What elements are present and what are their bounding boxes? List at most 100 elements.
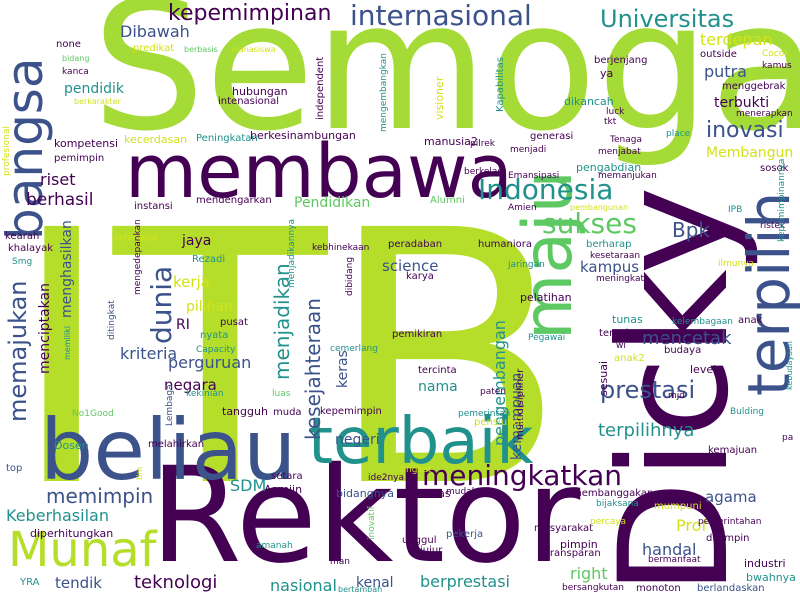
word-menerapkan: menerapkan <box>736 109 793 119</box>
word-industri: industri <box>744 557 786 570</box>
word-luas: luas <box>272 389 291 399</box>
word-jaya: jaya <box>182 233 212 249</box>
word-prof: Prof <box>676 516 708 535</box>
word-dibidang: dibidang <box>345 256 355 296</box>
word-bijaksana: bijaksana <box>596 499 639 509</box>
word-anak: anak <box>738 315 763 326</box>
word-transparan: transparan <box>546 548 601 559</box>
word-yra: YRA <box>20 577 40 588</box>
word-luck: luck <box>606 107 625 117</box>
word-dibawah: Dibawah <box>120 22 190 41</box>
word-pelatihan: pelatihan <box>520 291 572 304</box>
word-generasi: generasi <box>530 131 574 142</box>
word-perguruan: perguruan <box>168 353 252 372</box>
word-berkarakter: berkarakter <box>74 97 121 106</box>
word-profesional: profesional <box>2 126 12 176</box>
word-agama: agama <box>705 488 757 506</box>
word-kapabilitas: Kapabilitas <box>495 57 506 112</box>
word-mendengarkan: mendengarkan <box>196 195 272 206</box>
word-riset: riset <box>40 170 76 189</box>
word-bermanfaat: bermanfaat <box>648 555 701 565</box>
word-masyarakat: masyarakat <box>534 523 594 534</box>
word-beliau: beliau <box>40 401 297 499</box>
word-kepemimpinannya: kepemimpinannya <box>777 158 787 242</box>
word-itb: ITB <box>10 156 568 564</box>
word-universitas: Universitas <box>600 5 735 33</box>
word-memajukan: memajukan <box>4 280 32 422</box>
word-anak2: anak2 <box>614 353 645 364</box>
word-mumpuni: mumpuni <box>654 501 702 512</box>
word-pemerintah: pemerintah <box>458 409 511 419</box>
word-kampus: kampus <box>580 258 640 276</box>
word-pemikiran: pemikiran <box>392 329 443 340</box>
word-memimpin: memimpin <box>46 484 154 508</box>
word-capacity: Capacity <box>196 345 236 355</box>
word-level: level <box>690 363 717 376</box>
word-tercinta: tercinta <box>418 365 457 376</box>
word-humaniora: humaniora <box>478 239 533 250</box>
word-tingkat: tingkat <box>400 465 432 475</box>
word-tunas: tunas <box>612 313 643 326</box>
word-nama: nama <box>418 379 458 395</box>
word-menjadi: menjadi <box>510 145 547 155</box>
word-nyata: nyata <box>200 330 229 341</box>
word-terpaku: terpaku <box>599 328 638 339</box>
word-kamus: kamus <box>762 61 792 71</box>
word-berkelas: berkelas <box>464 167 503 177</box>
word-pendidikan: Pendidikan <box>294 195 371 211</box>
word-terdepan: terdepan <box>700 30 773 49</box>
word-kompetensi: kompetensi <box>54 137 119 150</box>
word-pusat: pusat <box>220 317 248 328</box>
word-bwahnya: bwahnya <box>746 571 796 584</box>
word-smg: Smg <box>12 257 33 267</box>
word-alumni: Alumni <box>430 195 465 206</box>
word-lembaga: Lembaga <box>165 384 175 426</box>
word-amanah: amanah <box>256 541 293 551</box>
word-memanjukan: memanjukan <box>598 171 657 181</box>
word-aamiin: Aamiin <box>264 483 303 496</box>
word-ristek: ristek <box>760 221 786 231</box>
word-pensiunan: pensiunan <box>474 417 526 428</box>
word-berprestasi: berprestasi <box>420 572 510 591</box>
word-terbaik: terbaik <box>308 405 534 479</box>
word-unggul: unggul <box>402 535 437 546</box>
word-mengembangkan: mengembangkan <box>379 53 389 132</box>
word-memiliki: memiliki <box>63 325 72 360</box>
word-intenasional: intenasional <box>218 96 280 107</box>
word-muda: muda <box>273 407 302 418</box>
word-internasional: internasional <box>350 0 532 32</box>
word-cemerlang: cemerlang <box>330 344 378 354</box>
word-kearah: kearah <box>5 231 40 242</box>
word-pekerja: pekerja <box>446 529 484 540</box>
word-no1good: No1Good <box>72 409 114 419</box>
word-berlandaskan: berlandaskan <box>697 583 765 594</box>
word-paten: paten <box>480 387 506 397</box>
word-putra: putra <box>704 62 747 81</box>
word-pa: pa <box>782 433 794 443</box>
word-peningkatan: Peningkatan <box>196 133 258 144</box>
word-inovasi: inovasi <box>706 118 784 143</box>
word-berharap: berharap <box>586 239 632 250</box>
word-top: top <box>6 463 23 474</box>
word-tenaga: Tenaga <box>610 135 642 145</box>
word-rezadi: Rezadi <box>192 254 226 265</box>
word-pembangunan: pembangunan <box>570 203 629 212</box>
word-right: right <box>570 564 608 583</box>
word-kepemimpin: kepemimpin <box>320 406 382 417</box>
word-tendik: tendik <box>55 574 102 592</box>
word-berjenjang: berjenjang <box>594 55 648 66</box>
word-pengabdian: pengabdian <box>576 161 642 174</box>
word-bidang: bidang <box>62 54 90 63</box>
word-prestasi: prestasi <box>600 376 696 404</box>
word-outside: outside <box>700 49 737 60</box>
word-independent: independent <box>315 56 326 120</box>
word-membawa: membawa <box>125 129 513 215</box>
word-mencetak: mencetak <box>642 328 732 349</box>
word-none: none <box>56 39 81 50</box>
word-ide2nya: ide2nya <box>368 473 405 483</box>
word-wi: wi <box>616 341 626 351</box>
word-budaya: budaya <box>664 345 702 356</box>
word-dikancah: dikancah <box>564 95 614 108</box>
word-indonesia: Indonesia <box>478 173 614 206</box>
